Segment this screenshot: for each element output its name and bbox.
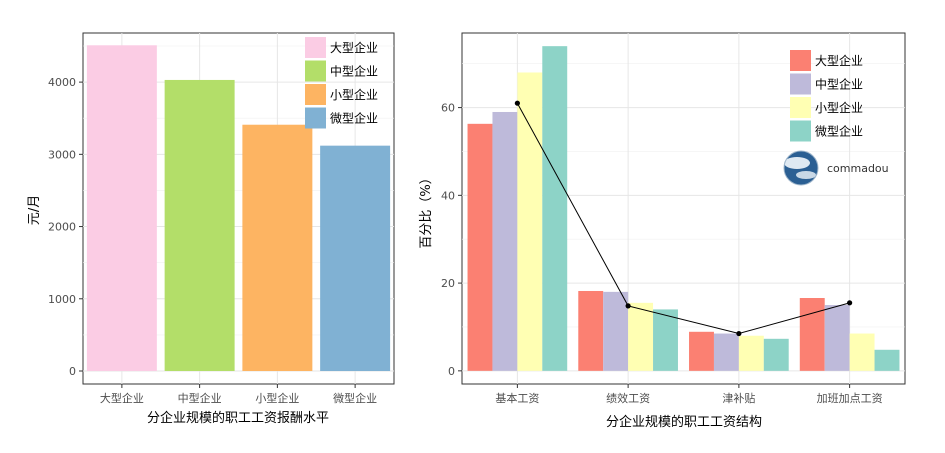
left-y-tick-label: 1000 [48, 293, 76, 306]
right-bar-4-1 [799, 298, 825, 371]
left-bars [86, 45, 391, 372]
right-y-tick-label: 60 [441, 102, 455, 115]
globe-icon [783, 150, 819, 186]
left-legend-key-4 [305, 107, 326, 129]
left-legend-key-2 [305, 60, 326, 82]
left-x-axis-title: 分企业规模的职工工资报酬水平 [147, 410, 329, 426]
right-line-point-2 [625, 303, 631, 309]
left-y-ticks: 0 1000 2000 3000 4000 [48, 76, 83, 378]
left-bar-2 [164, 79, 235, 371]
right-legend-key-3 [790, 97, 811, 118]
right-bar-1-3 [517, 72, 543, 371]
right-x-axis-title: 分企业规模的职工工资结构 [606, 414, 762, 430]
left-legend-label-1: 大型企业 [330, 40, 378, 55]
left-legend-key-3 [305, 84, 326, 105]
right-legend-label-1: 大型企业 [815, 53, 863, 68]
right-legend-label-4: 微型企业 [815, 124, 863, 139]
right-bar-4-3 [849, 333, 875, 371]
right-line-point-3 [736, 330, 742, 337]
right-bar-1-2 [492, 111, 518, 371]
right-bars [467, 46, 900, 371]
right-x-tick-label-3: 津补贴 [722, 391, 755, 405]
left-y-tick-label: 2000 [48, 221, 76, 234]
left-y-axis-title: 元/月 [27, 195, 42, 225]
left-legend-label-4: 微型企业 [330, 111, 378, 126]
right-bar-1-1 [467, 123, 493, 371]
right-legend-label-3: 小型企业 [815, 100, 863, 115]
right-y-tick-label: 40 [441, 189, 455, 202]
left-x-tick-label-3: 小型企业 [255, 391, 299, 405]
right-bar-2-3 [628, 302, 654, 371]
right-bar-2-1 [578, 290, 604, 371]
right-x-ticks: 基本工资 绩效工资 津补贴 加班加点工资 [495, 384, 883, 405]
left-legend-label-2: 中型企业 [330, 64, 378, 79]
right-x-tick-label-2: 绩效工资 [606, 391, 650, 405]
right-x-tick-label-1: 基本工资 [495, 391, 539, 405]
right-bar-2-2 [603, 291, 629, 371]
right-legend-key-2 [790, 73, 811, 95]
left-y-tick-label: 4000 [48, 76, 76, 89]
right-line-path [516, 102, 850, 335]
right-bar-4-2 [824, 305, 850, 371]
right-trend-line [514, 100, 853, 337]
right-bar-3-4 [763, 338, 789, 371]
right-bar-3-2 [713, 333, 739, 371]
left-x-tick-label-1: 大型企业 [100, 391, 144, 405]
right-line-point-4 [847, 300, 853, 306]
right-y-axis-title: 百分比（%） [419, 171, 434, 248]
right-y-tick-label: 0 [448, 365, 455, 378]
watermark: commadou [783, 150, 889, 186]
right-legend-key-4 [790, 120, 811, 142]
right-bar-1-4 [542, 46, 568, 371]
watermark-text: commadou [827, 162, 889, 175]
right-x-tick-label-4: 加班加点工资 [817, 392, 883, 405]
right-y-ticks: 0 20 40 60 [441, 102, 462, 378]
left-bar-4 [320, 145, 391, 371]
left-x-tick-label-2: 中型企业 [178, 391, 222, 405]
right-bar-2-4 [653, 309, 678, 371]
right-legend-key-1 [790, 50, 811, 71]
right-legend-label-2: 中型企业 [815, 77, 863, 92]
right-bar-3-1 [689, 331, 714, 371]
right-chart: 0 20 40 60 基本工资 绩效工资 津补贴 加班加点工资 大型企业中型企业小型企业微型… [419, 32, 906, 430]
left-y-tick-label: 0 [69, 365, 76, 378]
left-bar-3 [242, 124, 313, 371]
left-x-ticks: 大型企业 中型企业 小型企业 微型企业 [100, 384, 377, 405]
right-bar-4-4 [874, 349, 900, 371]
right-y-tick-label: 20 [441, 277, 455, 290]
right-line-point-1 [514, 100, 520, 106]
left-legend-label-3: 小型企业 [330, 87, 378, 102]
left-x-tick-label-4: 微型企业 [333, 391, 377, 405]
left-y-tick-label: 3000 [48, 148, 76, 161]
right-bar-3-3 [738, 335, 764, 371]
left-bar-1 [86, 45, 157, 372]
left-legend-key-1 [305, 37, 326, 58]
